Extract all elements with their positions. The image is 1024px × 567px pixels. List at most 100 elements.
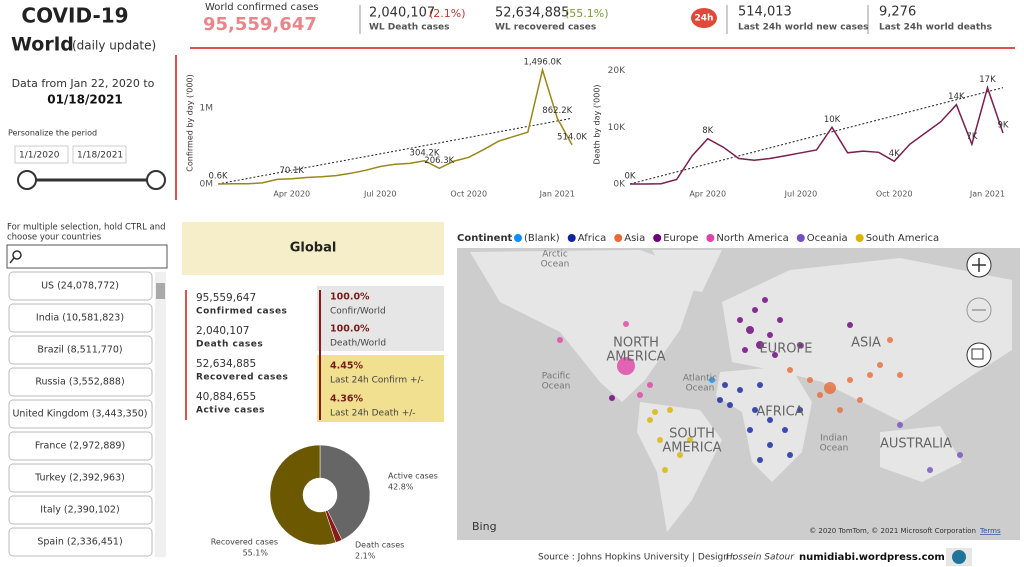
legend-entry[interactable]: Europe bbox=[663, 233, 698, 244]
country-dot[interactable] bbox=[817, 392, 823, 398]
country-dot[interactable] bbox=[657, 437, 663, 443]
country-dot[interactable] bbox=[677, 452, 683, 458]
ratio-label: Last 24h Confirm +/- bbox=[330, 376, 424, 386]
land bbox=[722, 258, 1012, 422]
title: COVID-19 bbox=[21, 4, 128, 28]
country-name: United Kingdom (3,443,350) bbox=[12, 409, 147, 420]
country-dot[interactable] bbox=[887, 337, 893, 343]
country-dot[interactable] bbox=[767, 417, 773, 423]
country-item[interactable] bbox=[8, 431, 153, 461]
kpi-value: 52,634,885 bbox=[495, 6, 569, 21]
country-dot[interactable] bbox=[762, 297, 768, 303]
country-dot[interactable] bbox=[847, 377, 853, 383]
country-dot[interactable] bbox=[623, 321, 629, 327]
country-dot[interactable] bbox=[824, 382, 836, 394]
legend-title: Continent bbox=[457, 233, 513, 244]
country-dot[interactable] bbox=[847, 322, 853, 328]
country-item[interactable] bbox=[8, 399, 153, 429]
slider-handle[interactable] bbox=[17, 170, 37, 190]
country-dot[interactable] bbox=[752, 407, 758, 413]
country-dot[interactable] bbox=[807, 377, 813, 383]
pie-value-label: 2.1% bbox=[355, 552, 376, 561]
country-dot[interactable] bbox=[772, 352, 778, 358]
country-dot[interactable] bbox=[757, 457, 763, 463]
country-dot[interactable] bbox=[727, 402, 733, 408]
country-dot[interactable] bbox=[687, 437, 693, 443]
country-name: Brazil (8,511,770) bbox=[37, 345, 122, 356]
legend-entry[interactable]: South America bbox=[866, 233, 940, 244]
country-dot[interactable] bbox=[857, 397, 863, 403]
country-dot[interactable] bbox=[767, 442, 773, 448]
slider-handle[interactable] bbox=[146, 170, 166, 190]
land bbox=[880, 426, 962, 482]
legend-entry[interactable]: Africa bbox=[578, 233, 607, 244]
country-dot[interactable] bbox=[737, 387, 743, 393]
legend-entry[interactable]: Oceania bbox=[807, 233, 848, 244]
country-dot[interactable] bbox=[709, 377, 715, 383]
country-dot[interactable] bbox=[652, 409, 658, 415]
country-dot[interactable] bbox=[752, 307, 758, 313]
country-dot[interactable] bbox=[867, 372, 873, 378]
country-dot[interactable] bbox=[787, 452, 793, 458]
pie-label: Active cases bbox=[388, 472, 438, 481]
country-dot[interactable] bbox=[717, 397, 723, 403]
zoom-in-icon bbox=[972, 258, 986, 272]
date-input[interactable] bbox=[14, 145, 69, 164]
country-dot[interactable] bbox=[722, 382, 728, 388]
country-dot[interactable] bbox=[617, 357, 635, 375]
legend-swatch bbox=[653, 234, 662, 242]
scroll-thumb[interactable] bbox=[156, 283, 165, 299]
country-dot[interactable] bbox=[787, 367, 793, 373]
country-name: Turkey (2,392,963) bbox=[34, 473, 125, 484]
country-dot[interactable] bbox=[797, 342, 803, 348]
country-item[interactable] bbox=[8, 463, 153, 493]
country-dot[interactable] bbox=[647, 382, 653, 388]
country-dot[interactable] bbox=[667, 407, 673, 413]
country-item[interactable] bbox=[8, 271, 153, 301]
country-dot[interactable] bbox=[737, 317, 743, 323]
country-item[interactable] bbox=[8, 335, 153, 365]
country-dot[interactable] bbox=[557, 337, 563, 343]
country-dot[interactable] bbox=[877, 362, 883, 368]
country-dot[interactable] bbox=[927, 467, 933, 473]
country-dot[interactable] bbox=[767, 332, 773, 338]
country-dot[interactable] bbox=[747, 427, 753, 433]
country-dot[interactable] bbox=[756, 341, 764, 349]
country-dot[interactable] bbox=[782, 427, 788, 433]
country-dot[interactable] bbox=[609, 395, 615, 401]
country-dot[interactable] bbox=[757, 382, 763, 388]
global-box bbox=[182, 222, 444, 275]
ratio-value: 100.0% bbox=[330, 292, 370, 303]
search-box[interactable] bbox=[6, 244, 168, 269]
country-dot[interactable] bbox=[797, 407, 803, 413]
country-name: Russia (3,552,888) bbox=[35, 377, 124, 388]
legend-entry[interactable]: Asia bbox=[624, 233, 645, 244]
x-tick-label: Apr 2020 bbox=[273, 190, 310, 199]
country-dot[interactable] bbox=[837, 407, 843, 413]
date-input[interactable] bbox=[72, 145, 127, 164]
select-tool[interactable] bbox=[966, 342, 992, 368]
stat-label: Confirmed cases bbox=[196, 307, 287, 317]
ratio-label: Death/World bbox=[330, 339, 386, 349]
country-item[interactable] bbox=[8, 527, 153, 557]
country-dot[interactable] bbox=[742, 347, 748, 353]
summary-title: Global bbox=[290, 241, 337, 256]
legend-entry[interactable]: North America bbox=[716, 233, 788, 244]
country-dot[interactable] bbox=[662, 467, 668, 473]
country-dot[interactable] bbox=[777, 317, 783, 323]
country-item[interactable] bbox=[8, 495, 153, 525]
country-dot[interactable] bbox=[746, 326, 754, 334]
country-dot[interactable] bbox=[637, 392, 643, 398]
scrollbar[interactable] bbox=[155, 272, 166, 557]
footer-source: Source : Johns Hopkins University | Desi… bbox=[538, 553, 735, 563]
map-terms[interactable]: Terms bbox=[979, 527, 1001, 535]
country-dot[interactable] bbox=[897, 372, 903, 378]
country-dot[interactable] bbox=[897, 422, 903, 428]
x-tick-label: Jul 2020 bbox=[363, 190, 397, 199]
country-item[interactable] bbox=[8, 303, 153, 333]
country-dot[interactable] bbox=[647, 417, 653, 423]
legend-entry[interactable]: (Blank) bbox=[524, 233, 560, 244]
country-item[interactable] bbox=[8, 367, 153, 397]
region-label: ASIA bbox=[851, 336, 881, 351]
country-dot[interactable] bbox=[957, 452, 963, 458]
